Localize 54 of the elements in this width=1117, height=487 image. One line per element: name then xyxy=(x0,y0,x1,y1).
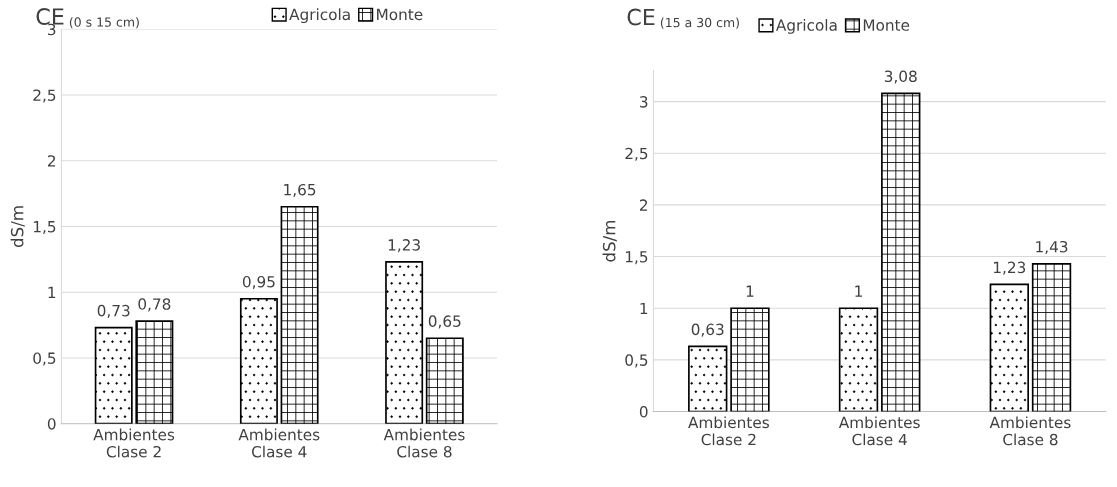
y-axis-title: dS/m xyxy=(10,206,25,248)
data-label: 0,95 xyxy=(242,275,275,290)
y-tick-label: 2,5 xyxy=(625,147,648,161)
y-tick-label: 2,5 xyxy=(33,89,56,103)
chart-subtitle: (0 s 15 cm) xyxy=(69,17,139,29)
y-tick-label: 2 xyxy=(47,155,56,167)
y-tick-label: 0,5 xyxy=(625,354,648,368)
data-label: 1,23 xyxy=(993,261,1026,275)
x-tick-label: Ambientes Clase 4 xyxy=(238,428,320,458)
y-tick-label: 3 xyxy=(48,23,56,36)
y-tick-label: 1 xyxy=(640,302,648,315)
legend-label: Agricola xyxy=(289,8,350,24)
y-tick-label: 0,5 xyxy=(33,352,56,366)
data-label: 3,08 xyxy=(884,70,917,84)
x-tick-label: Ambientes Clase 2 xyxy=(688,416,769,446)
chart-subtitle: (15 a 30 cm) xyxy=(660,17,739,29)
bar xyxy=(385,261,424,424)
y-tick-label: 2 xyxy=(639,199,648,211)
data-label: 0,63 xyxy=(691,323,724,337)
bar xyxy=(135,320,174,424)
legend-label: Monte xyxy=(377,8,423,21)
x-tick-label: Ambientes Clase 2 xyxy=(93,428,175,458)
bar xyxy=(1031,262,1072,412)
y-tick-label: 0 xyxy=(639,405,648,418)
data-label: 0,78 xyxy=(138,298,171,312)
legend-label: Monte xyxy=(863,19,910,31)
y-tick-label: 1,5 xyxy=(33,221,56,235)
y-tick-label: 0 xyxy=(47,418,56,430)
bar xyxy=(94,326,133,424)
data-label: 0,65 xyxy=(428,315,461,329)
bar xyxy=(881,92,921,412)
data-label: 1,65 xyxy=(284,183,316,197)
x-tick-label: Ambientes Clase 8 xyxy=(989,416,1071,446)
data-label: 1 xyxy=(855,285,862,297)
y-tick-label: 3 xyxy=(640,96,648,108)
x-tick-label: Ambientes Clase 4 xyxy=(838,416,920,446)
x-tick-label: Ambientes Clase 8 xyxy=(383,428,465,458)
data-label: 1 xyxy=(746,285,754,297)
bar xyxy=(425,337,464,424)
legend-label: Agricola xyxy=(776,19,837,34)
bar xyxy=(280,205,319,424)
data-label: 1,43 xyxy=(1036,240,1068,255)
chart-title: CE xyxy=(627,8,655,26)
bar xyxy=(730,307,770,412)
chart-title: CE xyxy=(36,8,64,25)
bar xyxy=(688,345,728,412)
y-tick-label: 1,5 xyxy=(625,251,648,265)
data-label: 1,23 xyxy=(388,239,420,253)
data-label: 0,73 xyxy=(97,304,130,318)
y-tick-label: 1 xyxy=(48,286,56,298)
bar xyxy=(838,307,879,412)
bar xyxy=(989,283,1030,412)
bar xyxy=(239,297,278,424)
y-axis-title: dS/m xyxy=(602,220,617,262)
